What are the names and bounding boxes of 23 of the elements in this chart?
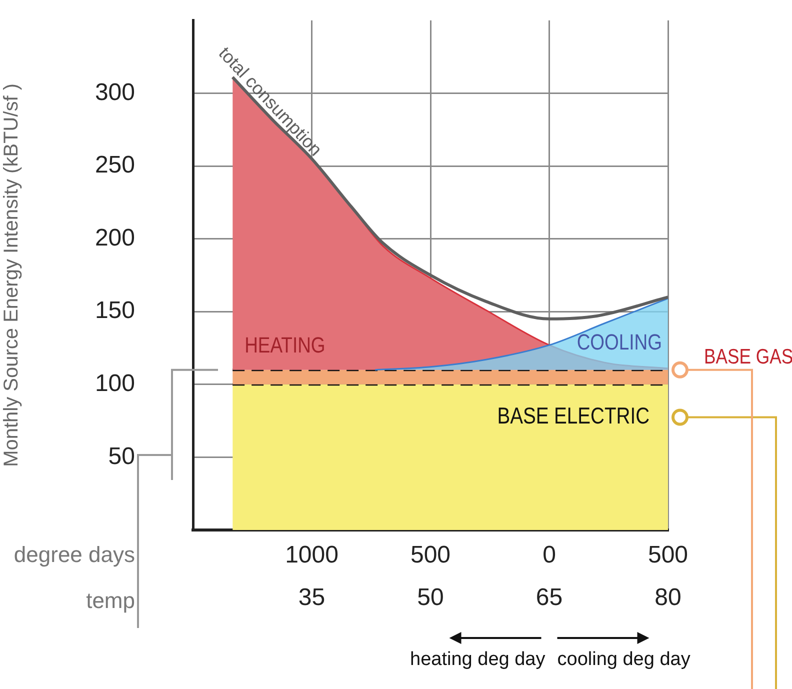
text: heating deg day — [410, 649, 546, 670]
legend-label: BASE GAS — [704, 345, 792, 370]
y-axis-title: Monthly Source Energy Intensity (kBTU/sf ) — [0, 83, 23, 467]
y-tick-label: 100 — [94, 370, 135, 398]
y-tick-label: 200 — [94, 224, 135, 252]
y-tick-label: 300 — [94, 78, 135, 106]
text: 500 — [648, 542, 688, 569]
text: degree days — [14, 542, 135, 568]
text: 1000 — [285, 542, 338, 569]
x-tick-label: 50 — [417, 584, 444, 612]
x-axis-title: temp — [86, 588, 135, 614]
y-tick-label: 150 — [94, 297, 135, 324]
text: 0 — [542, 542, 556, 569]
x-tick-label: 80 — [654, 584, 682, 612]
x-tick-label: 35 — [298, 584, 326, 612]
y-tick-label: 250 — [94, 152, 135, 179]
text: cooling deg day — [557, 649, 691, 670]
x-tick-label: 65 — [536, 584, 563, 612]
series-label: BASE ELECTRIC — [497, 404, 650, 429]
y-tick-label: 50 — [108, 442, 135, 470]
series-label: HEATING — [244, 334, 326, 358]
text: 500 — [410, 542, 451, 569]
series-label: COOLING — [576, 331, 662, 355]
